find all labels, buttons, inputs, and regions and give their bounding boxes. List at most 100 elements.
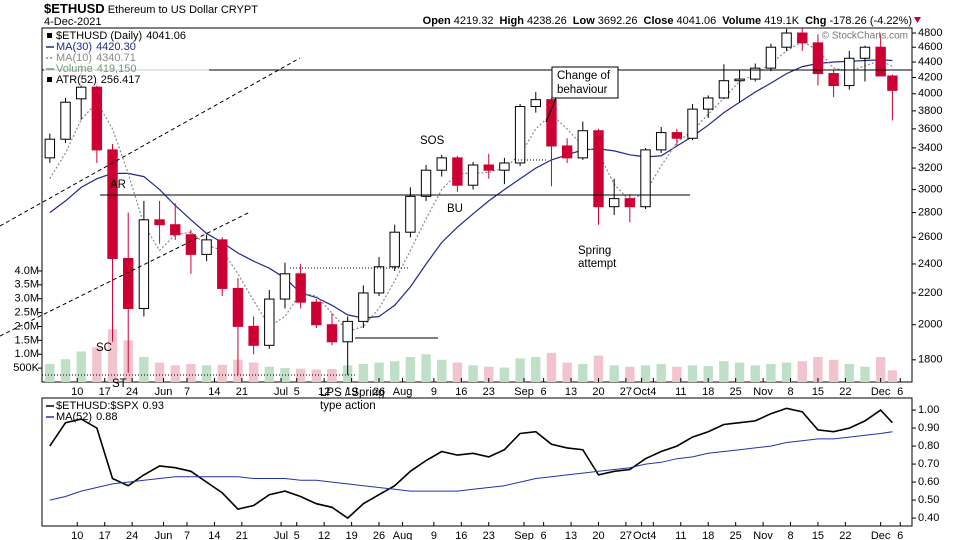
ratio-plot (49, 407, 893, 520)
volume-bar (468, 365, 478, 382)
x-tick-label: 21 (236, 386, 248, 398)
y-tick-label: 0.70 (918, 458, 939, 470)
candle-body (765, 46, 777, 69)
quote-label: Volume (722, 15, 762, 27)
x-tick-label: 22 (839, 386, 851, 398)
annotation: SOS (420, 135, 445, 147)
y2-tick-label: 2.5M (15, 306, 39, 318)
candle-body (483, 164, 494, 171)
volume-bar (264, 366, 274, 382)
candle-body (640, 149, 651, 208)
moving-average-line (49, 59, 893, 319)
y-tick-label: 3000 (918, 184, 942, 196)
x-tick-label: 15 (812, 386, 824, 398)
quote-line: Open 4219.32 High 4238.26 Low 3692.26 Close 404… (417, 15, 912, 27)
y-tick-label: 0.50 (918, 494, 939, 506)
y-tick-label: 0.40 (918, 512, 939, 524)
x-tick-label: 14 (208, 386, 220, 398)
volume-bar (452, 362, 463, 382)
x-tick-label: 17 (99, 386, 111, 398)
x-tick-label: Jul (274, 530, 288, 540)
main-panel (41, 27, 913, 383)
candle-body (389, 231, 400, 268)
x-tick-label: 16 (455, 386, 467, 398)
volume-bar (875, 357, 886, 382)
candle-body (326, 324, 338, 343)
annotation: AR (110, 179, 126, 191)
volume-bar (201, 365, 212, 382)
x-tick-label: 27 (620, 530, 632, 540)
annotation: type action (320, 400, 376, 412)
x-tick-label: 11 (675, 530, 686, 540)
volume-bar (656, 363, 666, 382)
y-tick-label: 4800 (918, 27, 942, 39)
volume-bar (797, 361, 807, 382)
annotation: ST (112, 378, 127, 390)
candle-body (358, 292, 369, 322)
x-tick-label: 6 (541, 530, 547, 540)
x-tick-label: 23 (483, 530, 495, 540)
callout-box (551, 66, 619, 99)
x-tick-label: 23 (483, 386, 495, 398)
y-tick-label: 2000 (918, 319, 942, 331)
candle-body (530, 99, 541, 108)
legend-box (44, 30, 209, 86)
candle-body (373, 266, 385, 294)
quote-label: Chg (805, 15, 827, 27)
candle-body (577, 130, 589, 159)
x-tick-label: 5 (294, 530, 300, 540)
x-tick-label: 25 (730, 530, 742, 540)
legend-value: 0.88 (96, 411, 117, 423)
volume-bar (781, 362, 792, 382)
candle-body (342, 320, 353, 343)
y-tick-label: 4600 (918, 41, 942, 53)
quote-value: 3692.26 (597, 15, 638, 27)
legend-value: 419,150 (97, 63, 137, 75)
candle-body (655, 132, 667, 151)
candle-body (44, 138, 56, 159)
x-tick-label: 20 (592, 530, 604, 540)
quote-value: 419.1K (764, 15, 800, 27)
quote-label: High (499, 15, 524, 27)
x-tick-label: Jun (155, 530, 173, 540)
annotation: SC (96, 342, 112, 354)
volume-bar (76, 351, 86, 382)
volume-bar (562, 362, 572, 382)
candle-body (875, 46, 886, 77)
volume-bar (92, 347, 102, 382)
x-tick-label: 25 (730, 386, 742, 398)
candle-body (499, 162, 510, 171)
x-tick-label: 14 (208, 530, 220, 540)
x-tick-label: 11 (675, 386, 686, 398)
x-tick-label: 15 (812, 530, 824, 540)
legend-swatch (47, 77, 52, 82)
candle-body (887, 75, 898, 91)
candle-body (703, 97, 714, 110)
volume-bar (405, 357, 416, 382)
candle-body (170, 224, 181, 236)
y-tick-label: 3600 (918, 123, 942, 135)
candle-body (452, 157, 463, 186)
volume-bar (625, 366, 635, 382)
x-tick-label: 12 (318, 530, 330, 540)
ratio-line (49, 407, 893, 520)
y2-tick-label: 500K (13, 362, 39, 374)
instrument-name: Ethereum to US Dollar (107, 4, 218, 16)
legend-value: 256.417 (101, 74, 141, 86)
y-tick-label: 1.00 (918, 404, 939, 416)
y-tick-label: 3200 (918, 162, 942, 174)
candle-body (514, 106, 526, 164)
candle-body (781, 32, 792, 48)
x-tick-label: 24 (126, 386, 138, 398)
annotation: LPS / Spring (320, 387, 385, 399)
x-tick-label: Oct (633, 386, 650, 398)
quote-value: 4041.06 (676, 15, 717, 27)
candle-body (734, 78, 745, 82)
legend-name: MA(52) (56, 411, 92, 423)
candle-body (201, 239, 212, 255)
down-arrow (914, 17, 921, 23)
y2-tick-label: 1.0M (15, 348, 39, 360)
candle-body (311, 301, 322, 326)
annotation: behaviour (557, 84, 608, 96)
